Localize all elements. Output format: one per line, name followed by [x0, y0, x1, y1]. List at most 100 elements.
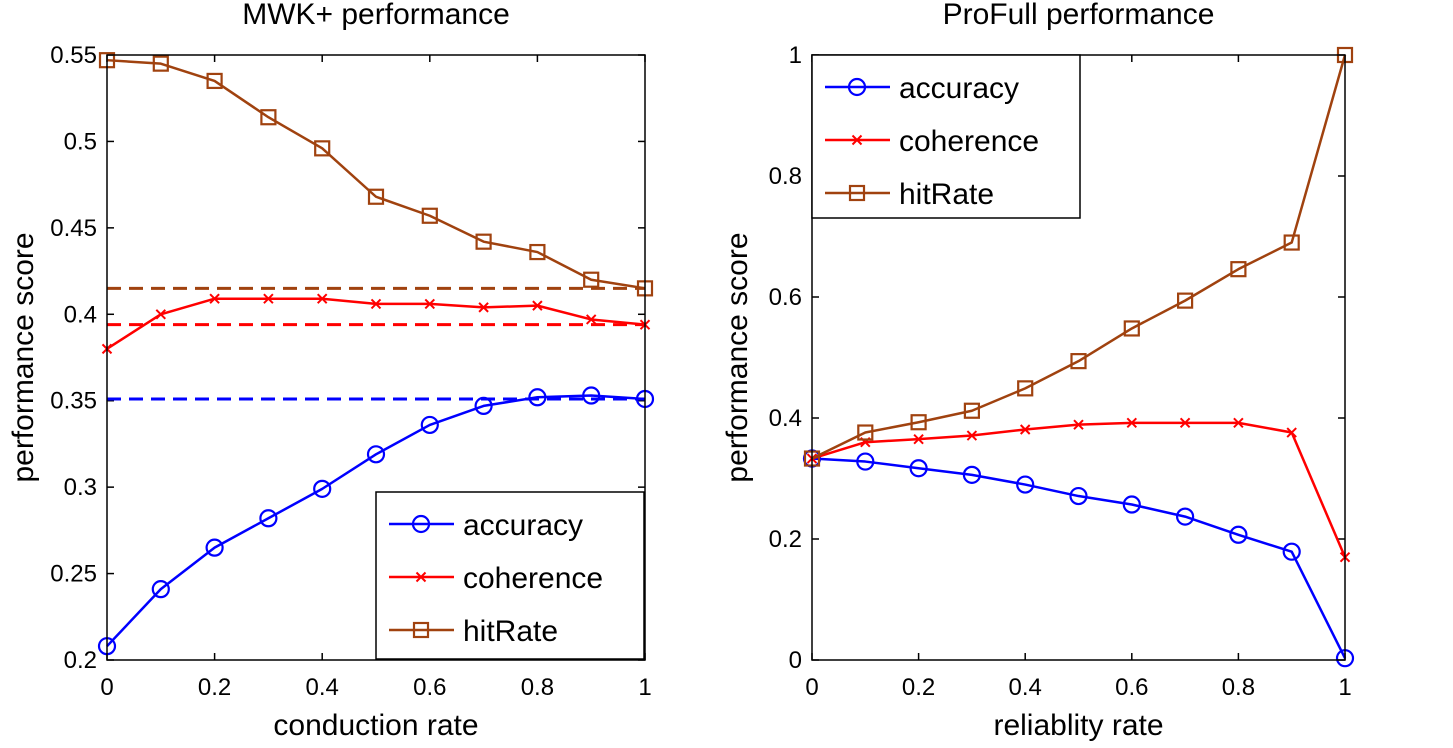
legend-marker-coherence: [415, 571, 427, 583]
data-point-accuracy: [528, 388, 547, 407]
data-point-hitRate: [152, 55, 169, 72]
data-point-accuracy: [420, 415, 439, 435]
data-point-hitRate: [963, 402, 981, 419]
data-point-hitRate: [857, 424, 874, 441]
data-point-hitRate: [367, 188, 385, 205]
data-point-hitRate: [1070, 353, 1087, 370]
legend-label-coherence: coherence: [463, 562, 603, 595]
legend-marker-accuracy: [411, 514, 431, 534]
y-axis-label: performance score: [7, 232, 40, 482]
legend-label-accuracy: accuracy: [899, 72, 1019, 105]
y-tick-label: 0.35: [50, 388, 97, 415]
y-tick-label: 0.2: [64, 647, 97, 674]
chart-mwk-performance: MWK+ performance conduction rate performan…: [7, 0, 655, 742]
data-point-hitRate: [206, 72, 223, 90]
data-point-hitRate: [529, 243, 546, 261]
y-tick-label: 0.55: [50, 42, 97, 69]
data-point-accuracy: [1122, 495, 1141, 514]
x-tick-label: 0: [100, 674, 113, 701]
x-tick-label: 0.4: [1009, 674, 1042, 701]
y-tick-label: 0.4: [64, 301, 97, 328]
data-point-coherence: [478, 302, 489, 313]
data-point-accuracy: [1229, 525, 1248, 544]
legend-box: [811, 54, 1081, 219]
data-point-accuracy: [856, 452, 875, 471]
plot-frame: [106, 54, 646, 661]
data-point-accuracy: [259, 509, 278, 528]
chart-title: MWK+ performance: [242, 0, 510, 31]
legend-marker-hitRate: [848, 184, 866, 202]
x-tick-label: 1: [1338, 674, 1351, 701]
data-point-accuracy: [1069, 486, 1088, 506]
y-tick-label: 0.5: [64, 128, 97, 155]
x-tick-label: 0.6: [413, 674, 446, 701]
y-tick-label: 0.6: [769, 284, 802, 311]
data-point-coherence: [263, 293, 274, 304]
x-tick-label: 0.4: [306, 674, 339, 701]
data-point-coherence: [532, 300, 543, 311]
y-tick-label: 0.45: [50, 215, 97, 242]
y-tick-label: 0.8: [769, 163, 802, 190]
series-line-accuracy: [811, 457, 1347, 659]
legend-marker-hitRate: [412, 621, 430, 639]
data-point-accuracy: [1016, 475, 1035, 494]
data-point-hitRate: [1283, 234, 1300, 251]
series-line-hitRate: [811, 54, 1347, 460]
data-point-coherence: [1286, 427, 1297, 438]
data-point-hitRate: [475, 233, 492, 250]
data-point-hitRate: [421, 207, 438, 224]
data-point-coherence: [424, 298, 436, 310]
data-point-accuracy: [474, 396, 493, 415]
series-line-hitRate: [106, 58, 646, 290]
x-tick-label: 0.8: [1222, 674, 1255, 701]
y-axis-label: performance score: [721, 232, 754, 482]
y-tick-label: 0.4: [769, 405, 802, 432]
data-point-accuracy: [909, 459, 928, 478]
legend-marker-coherence: [851, 134, 863, 146]
legend-label-hitRate: hitRate: [463, 615, 558, 648]
data-point-coherence: [316, 293, 328, 304]
data-point-coherence: [913, 433, 924, 445]
legend-label-accuracy: accuracy: [463, 509, 583, 542]
data-point-accuracy: [205, 538, 224, 557]
x-axis-label: conduction rate: [273, 709, 478, 742]
data-point-accuracy: [1175, 507, 1195, 526]
x-tick-label: 0: [805, 674, 818, 701]
data-point-coherence: [585, 314, 597, 325]
data-point-accuracy: [582, 386, 601, 405]
data-point-coherence: [966, 430, 978, 441]
data-point-accuracy: [366, 445, 386, 464]
data-point-hitRate: [314, 140, 331, 157]
data-point-coherence: [1073, 419, 1084, 430]
legend-marker-accuracy: [847, 77, 867, 97]
data-point-hitRate: [1123, 320, 1140, 337]
series-line-coherence: [811, 421, 1347, 558]
data-point-hitRate: [910, 414, 927, 431]
y-tick-label: 0: [789, 647, 802, 674]
legend-label-coherence: coherence: [899, 125, 1039, 158]
data-point-coherence: [1233, 417, 1244, 429]
x-tick-label: 0.2: [198, 674, 231, 701]
data-point-coherence: [1179, 417, 1191, 429]
chart-title: ProFull performance: [943, 0, 1215, 31]
chart-profull-performance: ProFull performance reliablity rate perfor…: [721, 0, 1355, 742]
x-tick-label: 0.2: [902, 674, 935, 701]
x-axis-label: reliablity rate: [993, 709, 1163, 742]
data-point-coherence: [1126, 417, 1138, 429]
data-point-hitRate: [260, 109, 277, 126]
y-tick-label: 0.3: [64, 474, 97, 501]
legend-label-hitRate: hitRate: [899, 178, 994, 211]
y-tick-label: 0.2: [769, 526, 802, 553]
data-point-hitRate: [1176, 292, 1194, 309]
data-point-hitRate: [1017, 380, 1034, 397]
series-line-accuracy: [106, 394, 646, 648]
data-point-coherence: [370, 298, 382, 310]
data-point-coherence: [1019, 424, 1031, 435]
data-point-coherence: [155, 309, 167, 320]
data-point-accuracy: [962, 465, 982, 484]
x-tick-label: 1: [638, 674, 651, 701]
data-point-coherence: [209, 293, 220, 304]
data-point-hitRate: [1230, 261, 1247, 278]
